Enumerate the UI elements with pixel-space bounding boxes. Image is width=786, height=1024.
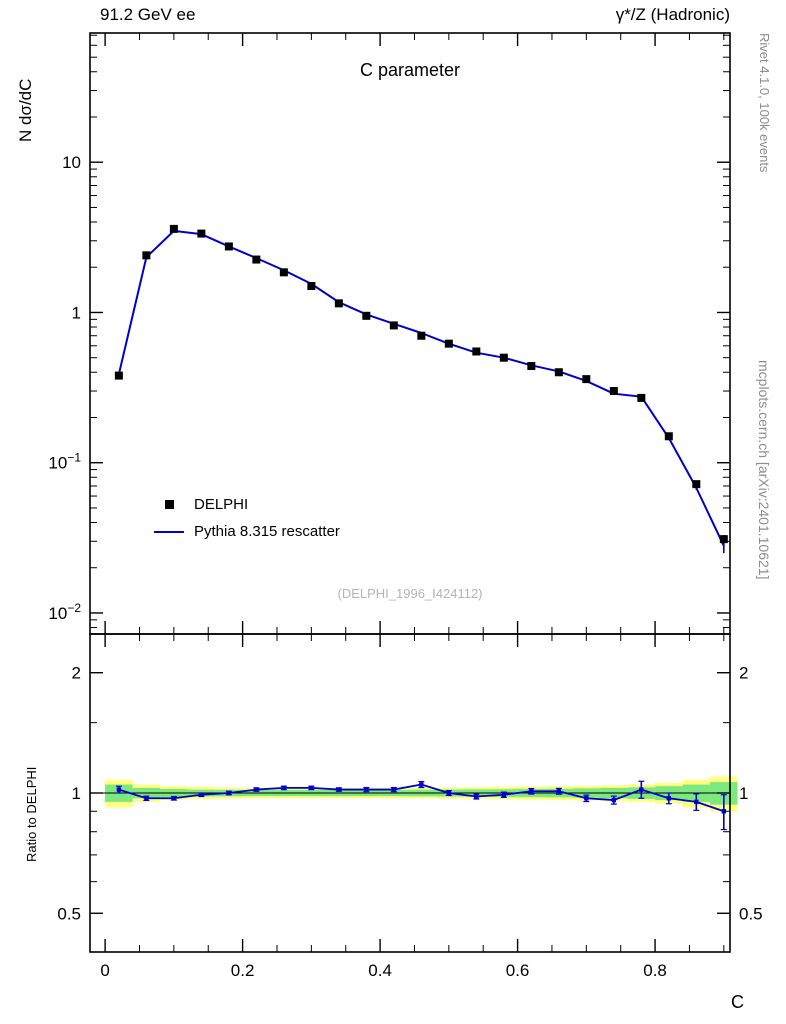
- svg-text:1: 1: [72, 303, 81, 322]
- svg-text:0.2: 0.2: [231, 961, 255, 980]
- svg-text:2: 2: [72, 664, 81, 683]
- legend-label-delphi: DELPHI: [194, 496, 249, 513]
- rivet-version-watermark: Rivet 4.1.0, 100k events: [757, 33, 772, 173]
- ratio-y-axis-label: Ratio to DELPHI: [24, 766, 39, 862]
- legend-label-pythia: Pythia 8.315 rescatter: [194, 523, 340, 540]
- data-points: [114, 224, 728, 544]
- mcplots-arxiv-watermark: mcplots.cern.ch [arXiv:2401.10621]: [756, 360, 772, 580]
- svg-text:1: 1: [739, 784, 748, 803]
- axis-ticks: [90, 33, 730, 952]
- process-label: γ*/Z (Hadronic): [615, 5, 730, 24]
- svg-text:0: 0: [100, 961, 109, 980]
- ratio-line: [115, 780, 727, 831]
- svg-text:0.5: 0.5: [739, 904, 763, 923]
- panel-frames: [89, 32, 731, 953]
- svg-text:0.5: 0.5: [57, 904, 81, 923]
- svg-text:10: 10: [62, 153, 81, 172]
- x-axis-label: C: [731, 992, 744, 1012]
- axis-tick-labels: 10 1 10−1 10−2 2 2 1 1 0.5 0.5 0 0.2 0.4 0.6 0.8: [48, 153, 762, 980]
- legend-item-pythia: Pythia 8.315 rescatter: [150, 518, 340, 545]
- legend: DELPHI Pythia 8.315 rescatter: [150, 491, 340, 545]
- svg-text:10−2: 10−2: [48, 601, 81, 623]
- analysis-reference-label: (DELPHI_1996_I424112): [337, 586, 483, 601]
- svg-text:0.6: 0.6: [506, 961, 530, 980]
- main-y-axis-label: N dσ/dC: [16, 78, 35, 142]
- plot-title: C parameter: [359, 60, 461, 80]
- svg-text:0.8: 0.8: [643, 961, 667, 980]
- pythia-line-marker-icon: [150, 530, 188, 533]
- svg-text:2: 2: [739, 664, 748, 683]
- svg-text:10−1: 10−1: [48, 451, 81, 473]
- legend-item-delphi: DELPHI: [150, 491, 340, 518]
- svg-text:1: 1: [72, 784, 81, 803]
- delphi-square-marker-icon: [150, 500, 188, 509]
- svg-text:0.4: 0.4: [368, 961, 392, 980]
- beam-energy-label: 91.2 GeV ee: [100, 5, 196, 24]
